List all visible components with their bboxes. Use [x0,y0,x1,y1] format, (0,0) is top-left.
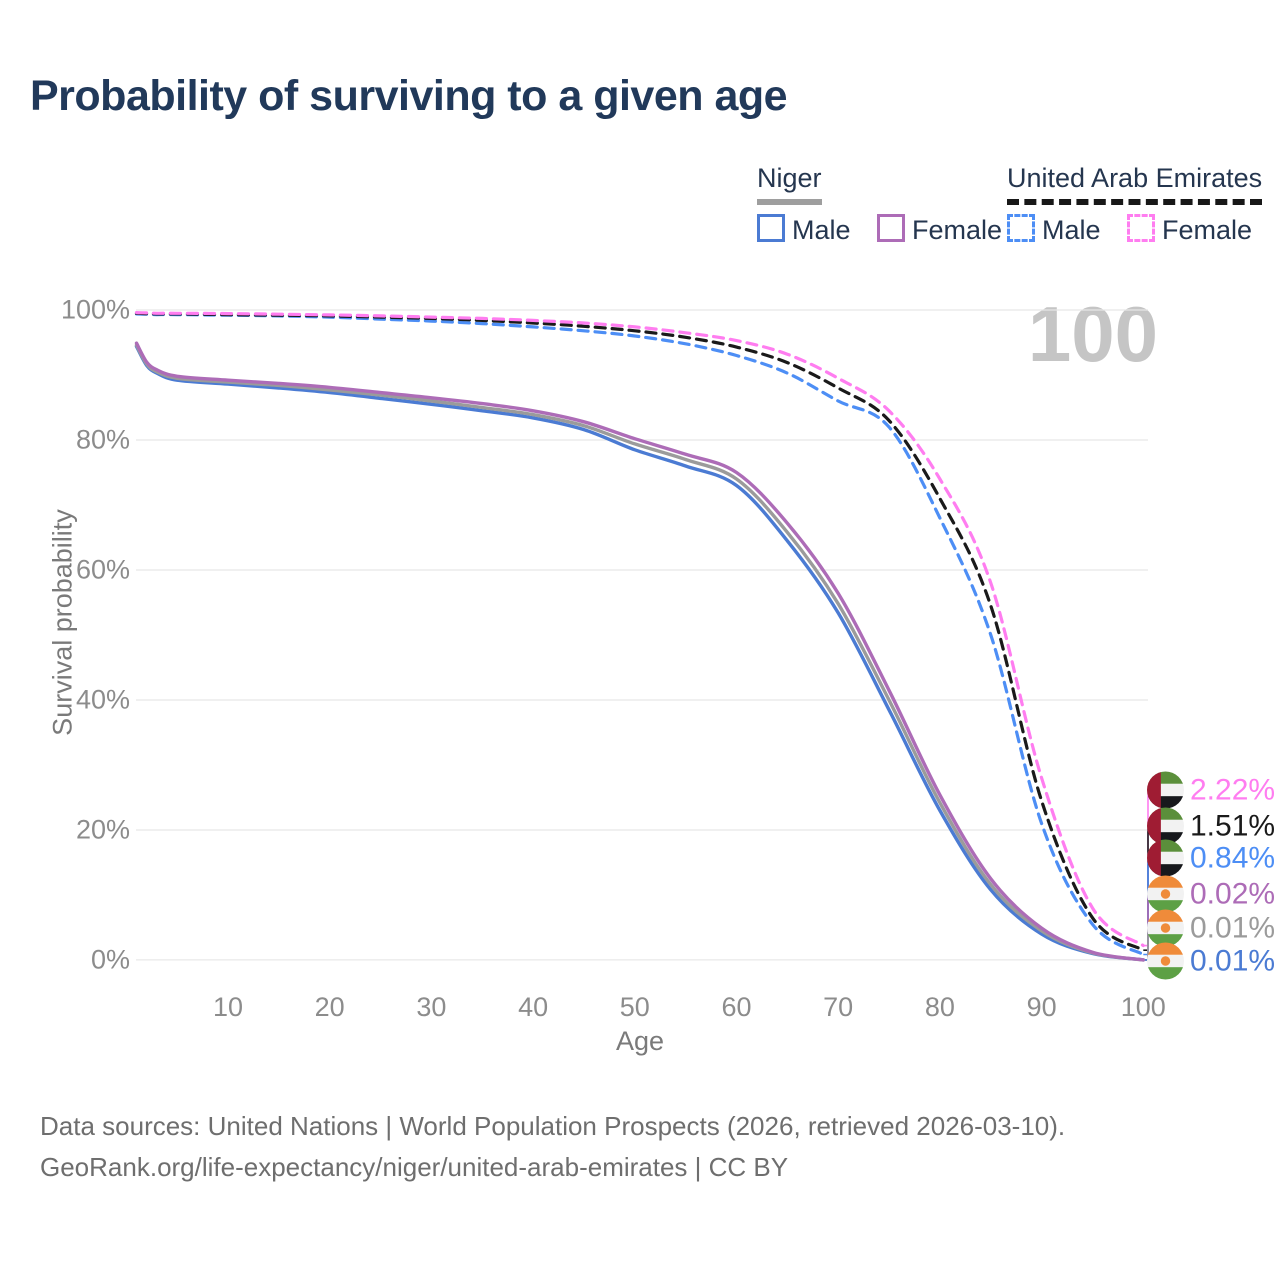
x-tick-label: 60 [721,992,752,1022]
legend-group-uae: United Arab Emirates Male Female [1007,163,1274,246]
uae-flag-icon [1147,807,1184,845]
y-tick-label: 0% [90,944,130,975]
uae-male-swatch-icon [1007,214,1035,242]
x-tick-label: 100 [1120,992,1166,1022]
uae-female-swatch-icon [1126,214,1155,242]
footer-url-line: GeoRank.org/life-expectancy/niger/united… [40,1152,789,1182]
legend-header-niger[interactable]: Niger [757,163,822,205]
x-tick-label: 10 [212,992,244,1022]
end-label-value: 0.01% [1190,944,1276,977]
niger-male-swatch-icon [757,214,785,242]
legend-item-niger-female[interactable]: Female [876,214,1003,246]
legend-group-niger: Niger Male Female [757,163,1024,246]
end-label-row[interactable]: 0.01% [1147,942,1276,980]
age-counter-watermark: 100 [1027,290,1158,378]
uae-flag-icon [1147,839,1184,877]
x-axis-title: Age [615,1026,665,1056]
legend-label-niger-female: Female [911,215,1003,245]
end-label-row[interactable]: 1.51% [1147,807,1276,845]
x-tick-label: 90 [1026,992,1057,1022]
series-lines [134,311,1145,962]
end-label-value: 0.84% [1190,841,1276,874]
series-line-uae-female[interactable] [134,311,1145,948]
niger-female-swatch-icon [876,214,905,242]
legend-header-uae[interactable]: United Arab Emirates [1007,163,1263,205]
end-label-value: 2.22% [1190,773,1276,806]
x-tick-label: 30 [416,992,447,1022]
y-tick-label: 100% [60,294,130,325]
x-tick-label: 50 [619,992,650,1022]
end-label-row[interactable]: 2.22% [1147,771,1276,809]
legend-row-niger: Male Female [757,214,1024,246]
y-tick-label: 80% [75,424,130,455]
series-line-uae-all[interactable] [134,311,1145,952]
end-label-value: 0.01% [1190,911,1276,944]
x-tick-label: 70 [823,992,854,1022]
uae-flag-icon [1147,771,1184,809]
legend-label-niger-male: Male [792,215,851,245]
x-tick-label: 20 [314,992,345,1022]
legend-label-uae-male: Male [1042,215,1101,245]
series-line-niger-female[interactable] [134,341,1145,962]
end-label-row[interactable]: 0.02% [1147,875,1276,913]
series-line-niger-all[interactable] [134,343,1145,962]
y-axis-title: Survival probability [47,509,78,736]
end-label-row[interactable]: 0.01% [1147,909,1276,947]
footer: Data sources: United Nations | World Pop… [40,1106,1065,1188]
series-line-uae-male[interactable] [134,312,1145,957]
legend-item-niger-male[interactable]: Male [757,214,851,246]
legend-item-uae-female[interactable]: Female [1126,214,1253,246]
x-tick-label: 40 [518,992,549,1022]
x-tick-label: 80 [924,992,955,1022]
legend-label-uae-female: Female [1161,215,1253,245]
legend-item-uae-male[interactable]: Male [1007,214,1101,246]
niger-flag-icon [1147,909,1184,947]
niger-flag-icon [1147,875,1184,913]
legend-row-uae: Male Female [1007,214,1274,246]
end-label-value: 1.51% [1190,809,1276,842]
footer-datasource-line: Data sources: United Nations | World Pop… [40,1111,1066,1141]
gridlines [136,309,1148,961]
series-line-niger-male[interactable] [134,344,1145,962]
niger-flag-icon [1147,942,1184,980]
y-tick-label: 20% [75,814,130,845]
y-tick-label: 40% [75,684,130,715]
chart-title: Probability of surviving to a given age [30,72,788,120]
end-label-value: 0.02% [1190,877,1276,910]
y-tick-label: 60% [75,554,130,585]
end-label-row[interactable]: 0.84% [1147,839,1276,877]
